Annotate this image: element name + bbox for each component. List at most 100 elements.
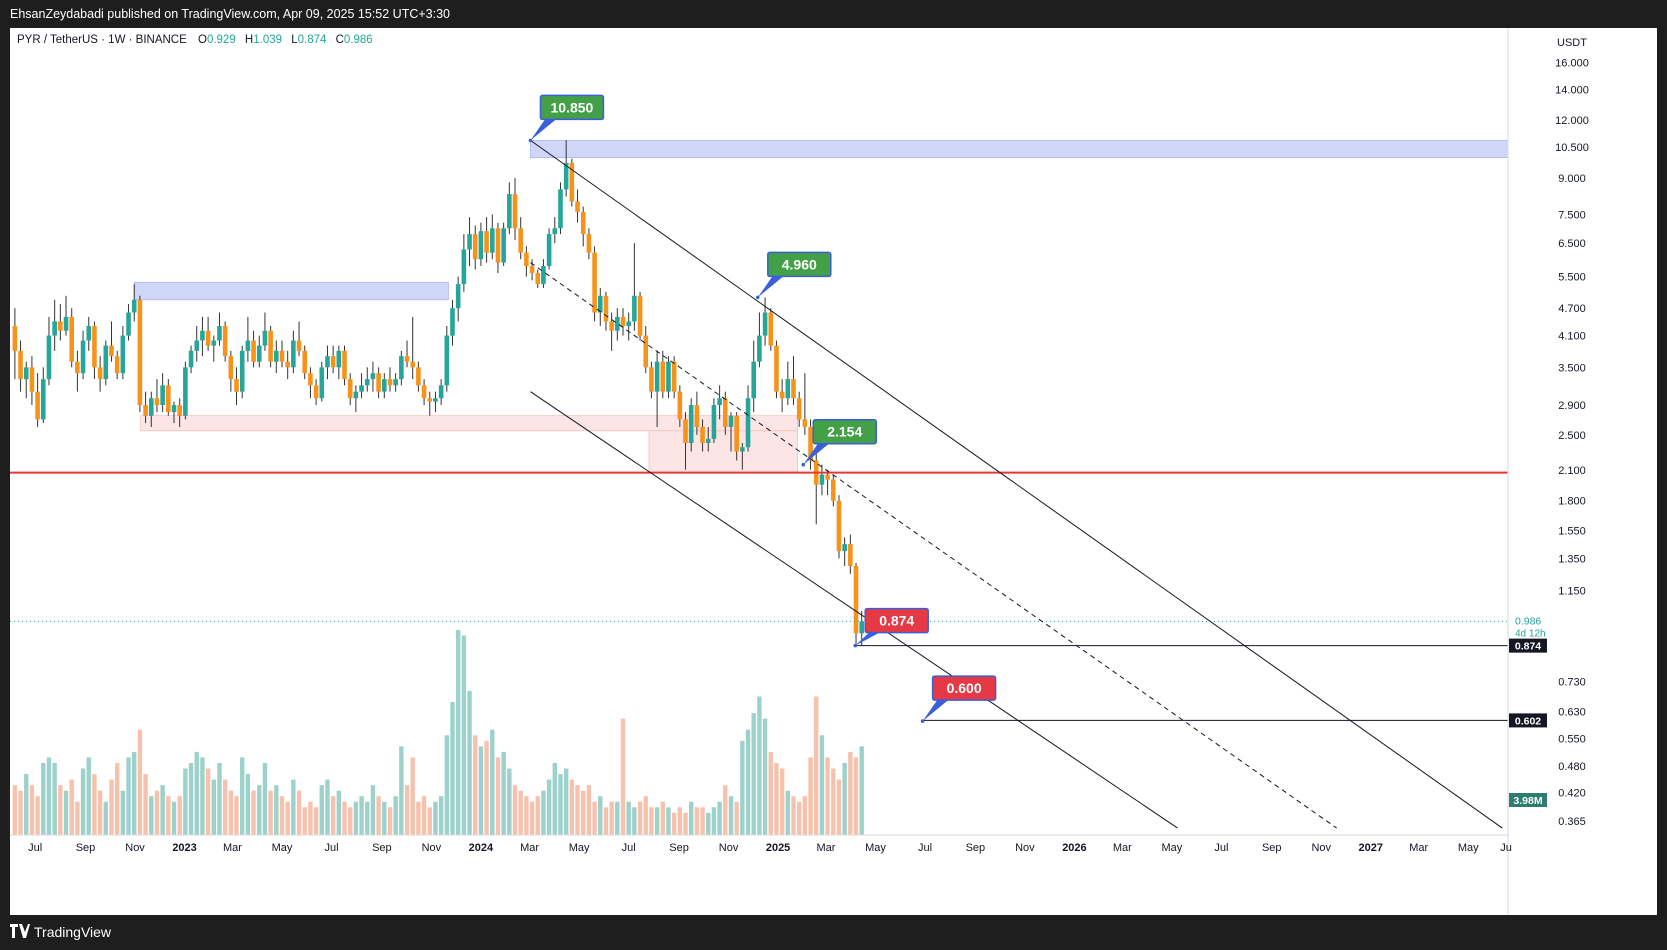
x-tick-label: Nov bbox=[422, 842, 442, 854]
volume-bar bbox=[779, 768, 785, 835]
candle-body bbox=[779, 391, 785, 399]
volume-bar bbox=[336, 790, 342, 835]
footer-brand[interactable]: TradingView bbox=[34, 924, 112, 940]
price-badge-label-1: 0.602 bbox=[1515, 715, 1541, 727]
candle-body bbox=[836, 500, 842, 552]
x-tick-label: Nov bbox=[1015, 842, 1035, 854]
bar-countdown: 4d 12h bbox=[1515, 628, 1546, 639]
candle-body bbox=[592, 252, 597, 313]
y-tick-label: 2.100 bbox=[1558, 465, 1586, 477]
annotation-box-3 bbox=[864, 607, 929, 634]
zone-red-3 bbox=[648, 430, 798, 473]
y-tick-label: 12.000 bbox=[1555, 115, 1589, 127]
candle-body bbox=[734, 415, 739, 452]
price-chart[interactable]: 10.850 4.960 2.154 0.874 0.600 USDT 16.000 14.… bbox=[10, 28, 1657, 915]
candle-body bbox=[512, 194, 518, 229]
candle-body bbox=[183, 367, 188, 416]
volume-bar bbox=[359, 796, 364, 835]
time-axis[interactable]: Jul Sep Nov 2023 Mar May Jul Sep Nov 2024 Mar May Ju… bbox=[28, 842, 1512, 854]
volume-bar bbox=[154, 790, 160, 835]
candle-body bbox=[535, 273, 541, 285]
volume-bar bbox=[615, 801, 620, 835]
candle-body bbox=[615, 316, 620, 331]
candle-body bbox=[660, 361, 666, 392]
candle-body bbox=[143, 405, 148, 416]
x-tick-label: Jul bbox=[622, 842, 636, 854]
volume-bar bbox=[41, 762, 46, 835]
candle-body bbox=[376, 373, 381, 392]
candle-body bbox=[399, 356, 404, 380]
volume-bar bbox=[251, 790, 256, 835]
volume-bar bbox=[376, 796, 381, 835]
x-tick-label: Mar bbox=[520, 842, 539, 854]
volume-bar bbox=[188, 762, 194, 835]
zone-blue-1 bbox=[530, 140, 1509, 159]
candle-body bbox=[643, 335, 649, 368]
volume-bar bbox=[382, 801, 387, 835]
symbol-legend: PYR / TetherUS · 1W · BINANCE O0.929 H1.… bbox=[17, 34, 373, 46]
volume-bar bbox=[234, 796, 239, 835]
legend-close-label: C bbox=[336, 34, 344, 46]
candle-body bbox=[296, 340, 302, 351]
legend-open-label: O bbox=[198, 34, 207, 46]
candle-body bbox=[381, 379, 387, 392]
volume-bar bbox=[853, 757, 859, 835]
volume-bar bbox=[52, 762, 57, 835]
volume-bar bbox=[563, 768, 569, 835]
footer-bar: TradingView bbox=[0, 915, 1667, 950]
legend-high-value: 1.039 bbox=[253, 34, 282, 46]
volume-bar bbox=[660, 801, 665, 835]
volume-bar bbox=[677, 807, 683, 835]
price-axis[interactable]: USDT 16.000 14.000 12.000 10.500 9.000 7.500 6.… bbox=[1555, 37, 1589, 828]
volume-bar bbox=[620, 718, 626, 835]
candle-body bbox=[791, 379, 796, 399]
legend-low-label: L bbox=[291, 34, 298, 46]
candle-body bbox=[563, 162, 569, 190]
candle-body bbox=[461, 249, 467, 285]
volume-bar bbox=[217, 762, 222, 835]
volume-bar bbox=[86, 757, 91, 835]
annotation-label-1: 4.960 bbox=[782, 256, 817, 272]
tradingview-logo-icon[interactable] bbox=[10, 924, 30, 941]
x-tick-label: Nov bbox=[719, 842, 739, 854]
volume-bar bbox=[308, 801, 313, 835]
candle-body bbox=[740, 447, 745, 452]
candle-body bbox=[529, 266, 535, 274]
candle-body bbox=[478, 231, 484, 260]
candle-body bbox=[427, 398, 433, 402]
volume-bar bbox=[501, 751, 506, 835]
candle-body bbox=[472, 234, 478, 260]
candle-body bbox=[330, 356, 336, 368]
x-tick-label: Sep bbox=[1262, 842, 1282, 854]
candle-body bbox=[35, 391, 40, 420]
candle-body bbox=[234, 379, 239, 392]
candle-body bbox=[455, 284, 461, 309]
volume-bar bbox=[717, 801, 722, 835]
price-badge-label-0: 0.874 bbox=[1515, 641, 1541, 653]
volume-bar bbox=[637, 801, 643, 835]
candle-body bbox=[546, 234, 552, 267]
annotation-anchor bbox=[755, 295, 760, 300]
x-tick-label: 2026 bbox=[1062, 842, 1086, 854]
y-tick-label: 1.800 bbox=[1558, 496, 1586, 508]
volume-bar bbox=[103, 801, 109, 835]
annotation-box-2 bbox=[812, 418, 877, 445]
x-tick-label: Mar bbox=[223, 842, 242, 854]
candle-body bbox=[518, 228, 524, 253]
volume-bar bbox=[365, 801, 370, 835]
candle-body bbox=[92, 326, 97, 368]
candle-body bbox=[160, 385, 165, 406]
candle-body bbox=[137, 299, 143, 406]
candle-body bbox=[18, 350, 23, 380]
volume-bar bbox=[808, 757, 813, 835]
volume-bar bbox=[802, 796, 808, 835]
y-tick-label: 2.500 bbox=[1558, 430, 1586, 442]
volume-bar bbox=[728, 796, 734, 835]
volume-bar bbox=[569, 779, 575, 835]
x-tick-label: Sep bbox=[966, 842, 986, 854]
candle-body bbox=[302, 350, 308, 374]
candle-body bbox=[711, 405, 717, 439]
volume-bar bbox=[586, 785, 592, 835]
volume-bar bbox=[228, 790, 234, 835]
volume-bar bbox=[836, 779, 842, 835]
